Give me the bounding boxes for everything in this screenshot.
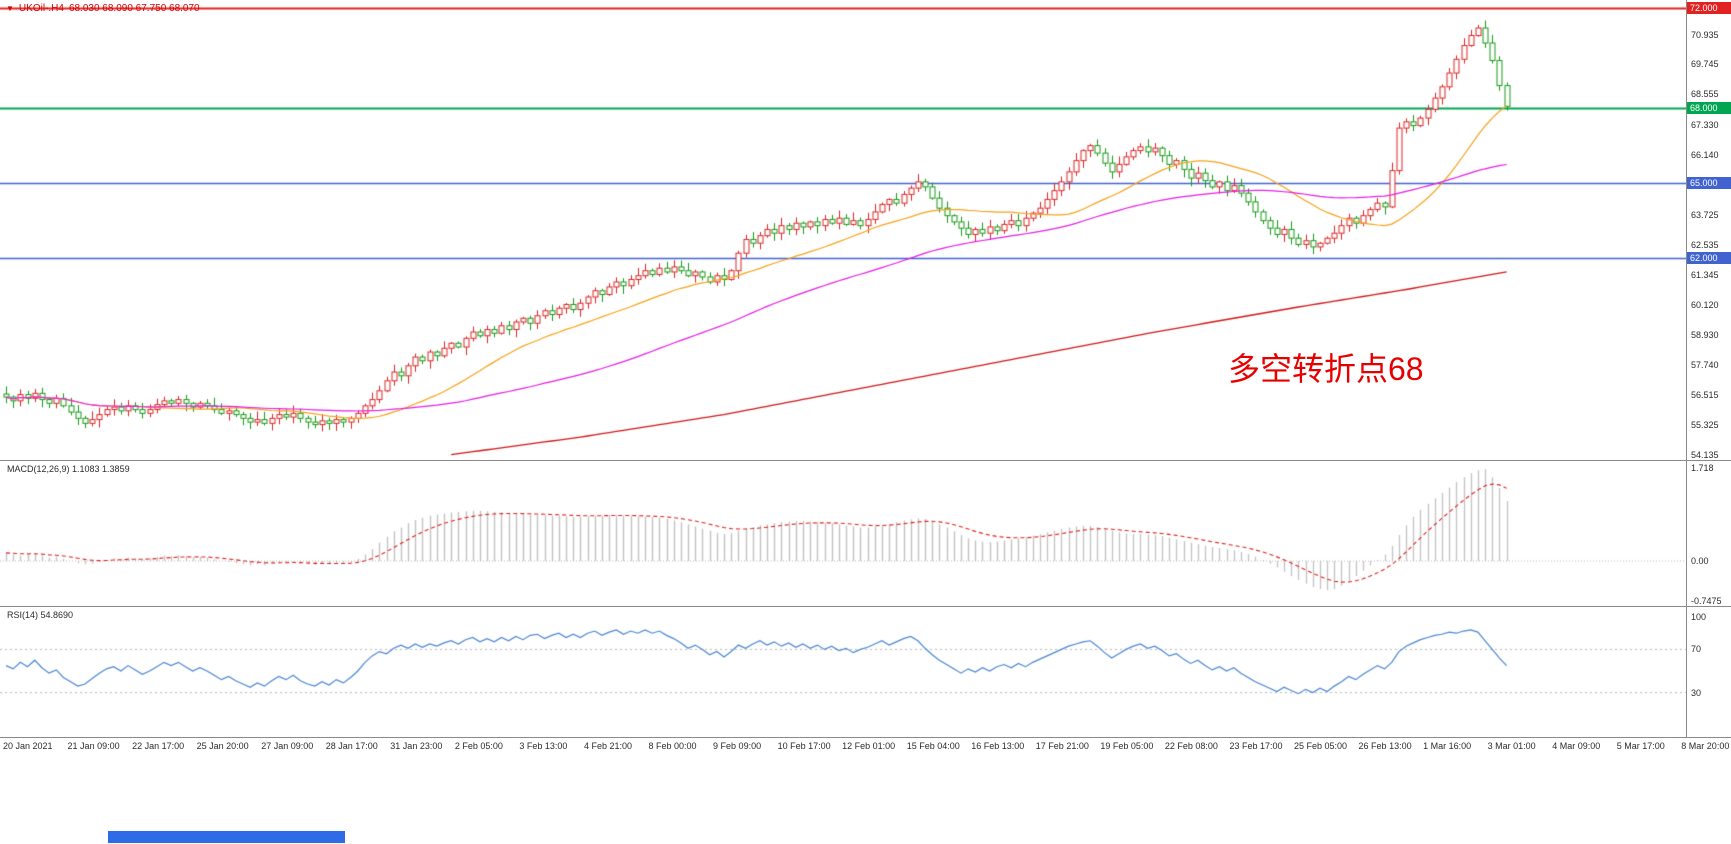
rsi-scale-100: 100 — [1691, 612, 1707, 622]
time-axis-label: 25 Jan 20:00 — [196, 741, 249, 751]
down-triangle-icon: ▼ — [6, 3, 14, 13]
price-tick-label: 67.330 — [1691, 119, 1719, 130]
time-axis-label: 15 Feb 04:00 — [906, 741, 960, 751]
time-axis-label: 3 Mar 01:00 — [1487, 741, 1536, 751]
time-axis-label: 25 Feb 05:00 — [1294, 741, 1348, 751]
price-tick-label: 68.555 — [1691, 89, 1719, 100]
price-tick-label: 54.135 — [1691, 450, 1719, 460]
time-axis-label: 12 Feb 01:00 — [842, 741, 896, 751]
price-tick-label: 55.325 — [1691, 420, 1719, 431]
time-axis-label: 28 Jan 17:00 — [325, 741, 378, 751]
macd-scale-zero: 0.00 — [1691, 556, 1709, 566]
price-chart[interactable] — [0, 0, 1686, 460]
time-axis-label: 1 Mar 16:00 — [1423, 741, 1472, 751]
horizontal-scrollbar[interactable] — [108, 831, 345, 843]
macd-indicator-label: MACD(12,26,9) 1.1083 1.3859 — [7, 464, 130, 474]
time-axis-label: 22 Jan 17:00 — [132, 741, 185, 751]
time-axis-label: 26 Feb 13:00 — [1358, 741, 1412, 751]
ohlc-values: 68.030 68.090 67.750 68.070 — [68, 3, 200, 14]
rsi-panel[interactable] — [0, 607, 1686, 737]
time-axis-label: 22 Feb 08:00 — [1164, 741, 1218, 751]
time-axis-label: 9 Feb 09:00 — [713, 741, 762, 751]
rsi-indicator-label: RSI(14) 54.8690 — [7, 610, 74, 620]
time-axis-line — [0, 737, 1731, 738]
price-tick-label: 58.930 — [1691, 330, 1719, 341]
price-tick-label: 60.120 — [1691, 300, 1719, 311]
time-axis-label: 3 Feb 13:00 — [519, 741, 568, 751]
macd-scale-min: -0.7475 — [1691, 596, 1722, 606]
price-scale-border — [1686, 0, 1687, 737]
time-axis-label: 5 Mar 17:00 — [1616, 741, 1665, 751]
price-tick-label: 61.345 — [1691, 269, 1719, 280]
time-axis-label: 23 Feb 17:00 — [1229, 741, 1283, 751]
panel-separator[interactable] — [0, 606, 1731, 607]
time-axis-label: 4 Mar 09:00 — [1552, 741, 1601, 751]
time-axis-label: 10 Feb 17:00 — [777, 741, 831, 751]
time-axis-label: 8 Mar 20:00 — [1681, 741, 1730, 751]
price-tick-label: 57.740 — [1691, 359, 1719, 370]
time-axis-label: 2 Feb 05:00 — [454, 741, 503, 751]
time-axis-label: 4 Feb 21:00 — [583, 741, 632, 751]
time-axis-label: 19 Feb 05:00 — [1100, 741, 1154, 751]
price-tick-label: 70.935 — [1691, 29, 1719, 40]
macd-panel[interactable] — [0, 461, 1686, 606]
rsi-scale-70: 70 — [1691, 644, 1702, 654]
price-tick-label: 66.140 — [1691, 149, 1719, 160]
price-level-badge[interactable]: 68.000 — [1687, 102, 1731, 115]
symbol-title: UKOil-.H4 — [18, 3, 64, 14]
time-axis-label: 20 Jan 2021 — [3, 741, 53, 751]
price-level-badge[interactable]: 62.000 — [1687, 252, 1731, 265]
chart-annotation: 多空转折点68 — [1228, 351, 1424, 387]
panel-separator[interactable] — [0, 460, 1731, 461]
price-level-badge[interactable]: 65.000 — [1687, 177, 1731, 190]
price-tick-label: 56.515 — [1691, 390, 1719, 401]
rsi-scale-30: 30 — [1691, 688, 1702, 698]
time-axis-label: 27 Jan 09:00 — [261, 741, 314, 751]
time-axis-label: 31 Jan 23:00 — [390, 741, 443, 751]
macd-scale-max: 1.718 — [1691, 463, 1714, 473]
price-tick-label: 63.725 — [1691, 210, 1719, 221]
symbol-ohlc-header: ▼ UKOil-.H4 68.030 68.090 67.750 68.070 — [6, 3, 200, 14]
time-axis-label: 21 Jan 09:00 — [67, 741, 120, 751]
time-axis-label: 8 Feb 00:00 — [648, 741, 697, 751]
price-tick-label: 62.535 — [1691, 239, 1719, 250]
price-tick-label: 69.745 — [1691, 59, 1719, 70]
time-axis-label: 16 Feb 13:00 — [971, 741, 1025, 751]
price-level-badge[interactable]: 72.000 — [1687, 2, 1731, 14]
time-axis-label: 17 Feb 21:00 — [1035, 741, 1089, 751]
